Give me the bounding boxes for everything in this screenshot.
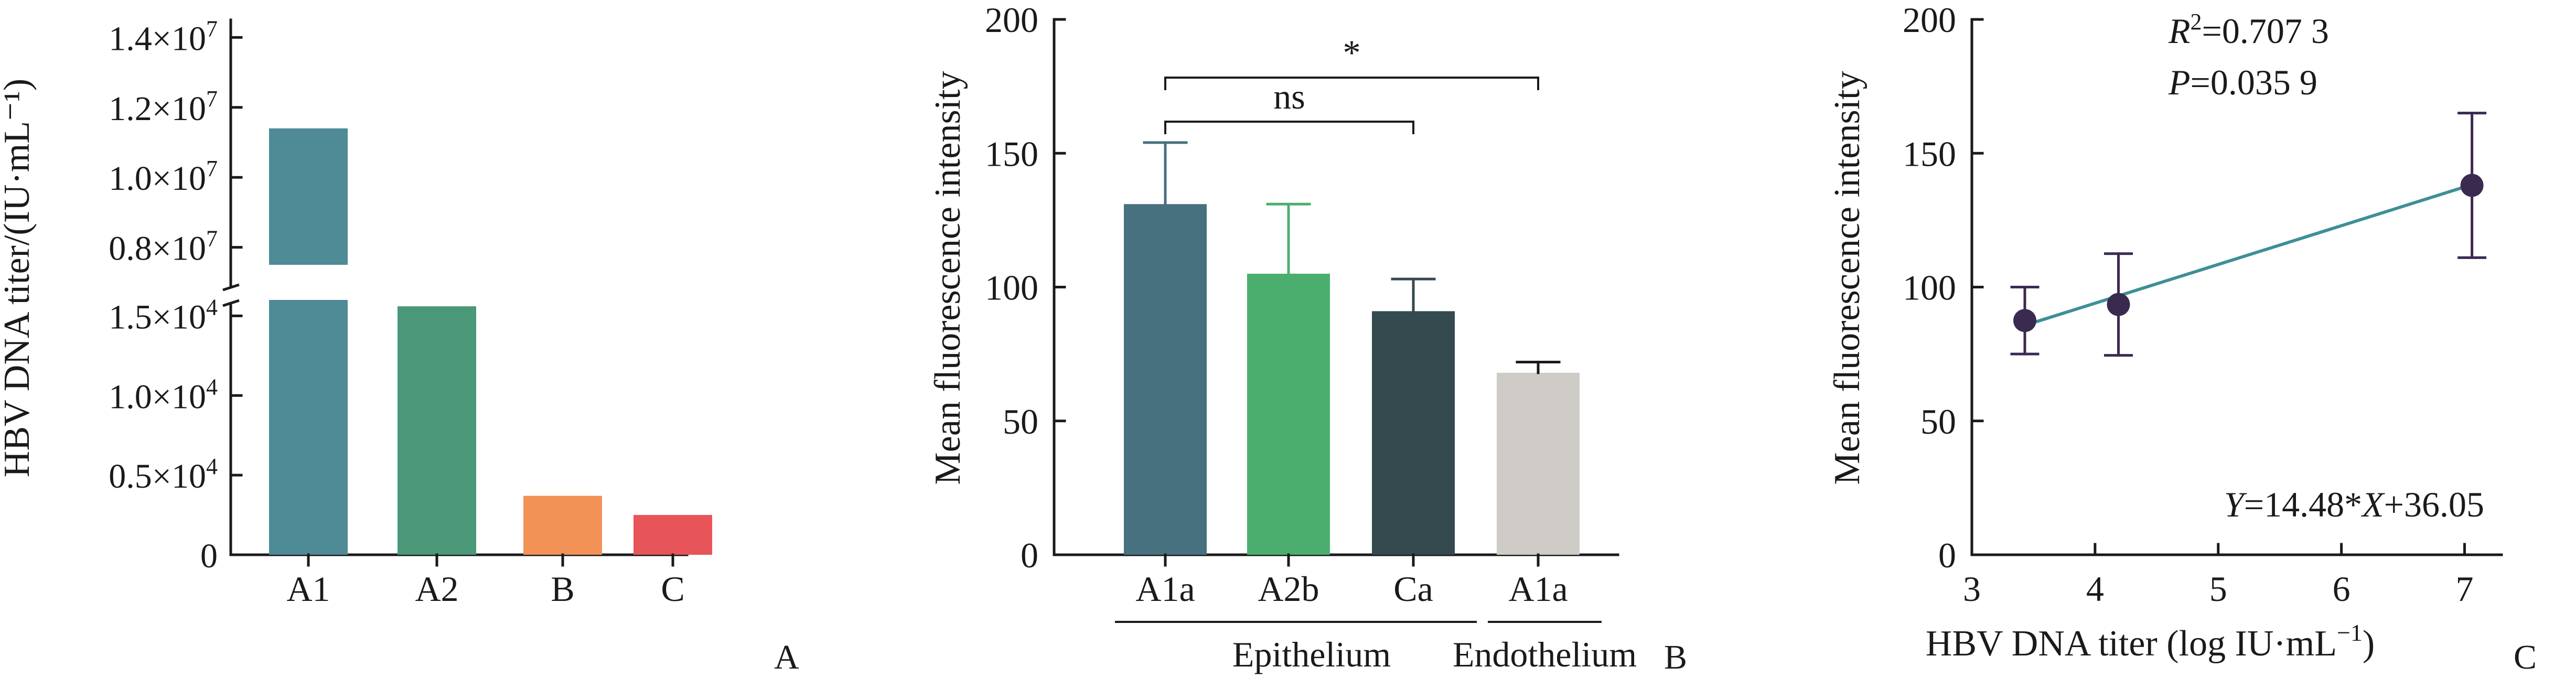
chart-c-xtick-label: 5	[2209, 569, 2227, 609]
chart-a-ytick-label: 0	[200, 537, 218, 575]
chart-a-ytick-label: 0.5×104	[109, 454, 218, 496]
chart-a-bar-upper	[269, 128, 348, 265]
chart-b-significance-label: ns	[1273, 77, 1305, 116]
chart-a-bar	[398, 306, 476, 555]
chart-b: Mean fluorescence intensity 0 50 100 150 200…	[928, 0, 1687, 676]
chart-b-bar	[1247, 273, 1330, 555]
chart-b-significance-bracket	[1164, 77, 1539, 90]
chart-b-xtick-label: A2b	[1258, 569, 1319, 609]
chart-b-xtick-label: Ca	[1393, 569, 1433, 609]
chart-a-bar	[634, 515, 712, 555]
chart-c-ytick-label: 150	[1903, 134, 1956, 174]
chart-b-ytick-label: 0	[1021, 535, 1038, 575]
chart-a-axis-break-mark	[222, 283, 240, 307]
chart-a-ytick-label: 1.0×104	[109, 374, 218, 416]
chart-a-panel-label: A	[774, 638, 799, 676]
chart-c-ytick-label: 200	[1903, 0, 1956, 40]
chart-c-fit-line	[2024, 183, 2473, 327]
chart-b-ylabel: Mean fluorescence intensity	[928, 71, 968, 485]
chart-a-ytick-label: 1.4×107	[109, 16, 218, 58]
chart-c-equation: Y=14.48*X+36.05	[2224, 485, 2484, 524]
chart-b-xtick-label: A1a	[1508, 569, 1568, 609]
chart-a-ytick-label: 0.8×107	[109, 226, 218, 268]
chart-a-ytick-label: 1.0×107	[109, 156, 218, 198]
chart-c-r2-stat: R2=0.707 3	[2168, 9, 2329, 51]
chart-b-ytick-label: 50	[1003, 402, 1038, 442]
chart-b-significance-label: *	[1343, 33, 1361, 72]
chart-a-ylabel: HBV DNA titer/(IU·mL⁻¹)	[0, 79, 37, 477]
chart-b-ytick-label: 200	[985, 0, 1038, 40]
chart-c-xtick-label: 3	[1963, 569, 1981, 609]
chart-c-ylabel: Mean fluorescence intensity	[1827, 71, 1867, 485]
chart-b-ytick-label: 100	[985, 268, 1038, 308]
chart-c-ytick-label: 50	[1920, 402, 1956, 442]
chart-c-p-stat: P=0.035 9	[2168, 62, 2317, 102]
chart-a-xtick-label: A1	[286, 569, 330, 609]
chart-a-ytick-label: 1.5×104	[109, 294, 218, 336]
chart-c-xtick-label: 4	[2086, 569, 2104, 609]
chart-a-xtick-label: A2	[415, 569, 458, 609]
chart-b-group-label: Epithelium	[1232, 634, 1391, 674]
chart-b-ytick-label: 150	[985, 134, 1038, 174]
chart-b-group-label: Endothelium	[1453, 634, 1637, 674]
chart-c: Mean fluorescence intensity 0 50 100 150 200…	[1827, 0, 2537, 676]
chart-b-panel-label: B	[1664, 638, 1687, 676]
chart-c-point	[2107, 293, 2130, 316]
chart-c-xtick-label: 7	[2456, 569, 2474, 609]
chart-c-ytick-label: 100	[1903, 268, 1956, 308]
chart-c-point	[2013, 309, 2036, 332]
chart-b-bar	[1372, 311, 1455, 555]
chart-b-significance-bracket	[1164, 121, 1414, 134]
chart-a-bar-lower	[269, 300, 348, 555]
chart-c-ytick-label: 0	[1938, 535, 1956, 575]
chart-c-panel-label: C	[2514, 638, 2537, 676]
chart-b-bar	[1497, 372, 1580, 555]
chart-a-xtick-label: B	[551, 569, 574, 609]
chart-c-xtick-label: 6	[2333, 569, 2350, 609]
chart-a-ytick-label: 1.2×107	[109, 86, 218, 128]
chart-b-bar	[1124, 204, 1207, 555]
chart-a-bar	[523, 496, 602, 555]
chart-b-xtick-label: A1a	[1135, 569, 1195, 609]
chart-a-xtick-label: C	[661, 569, 684, 609]
chart-c-xlabel: HBV DNA titer (log IU·mL−1)	[1926, 619, 2375, 664]
chart-c-point	[2460, 174, 2484, 197]
chart-a: HBV DNA titer/(IU·mL⁻¹) 0 0.5×104 1.0×104 1…	[0, 16, 799, 676]
